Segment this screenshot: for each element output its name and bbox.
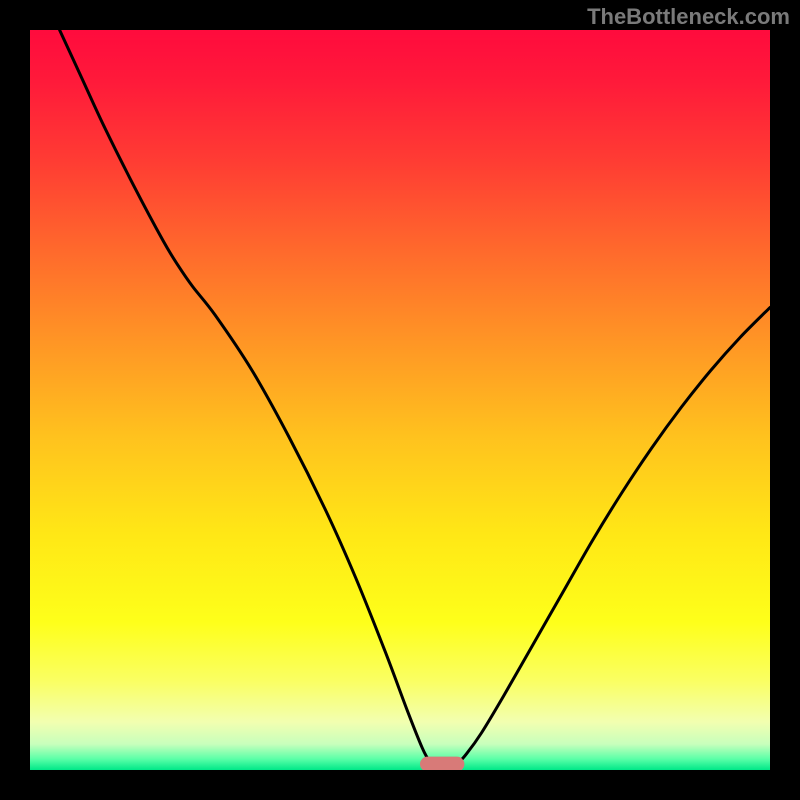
- chart-container: TheBottleneck.com: [0, 0, 800, 800]
- watermark-text: TheBottleneck.com: [587, 4, 790, 30]
- gradient-background: [30, 30, 770, 770]
- optimal-marker: [420, 757, 464, 770]
- bottleneck-chart: [30, 30, 770, 770]
